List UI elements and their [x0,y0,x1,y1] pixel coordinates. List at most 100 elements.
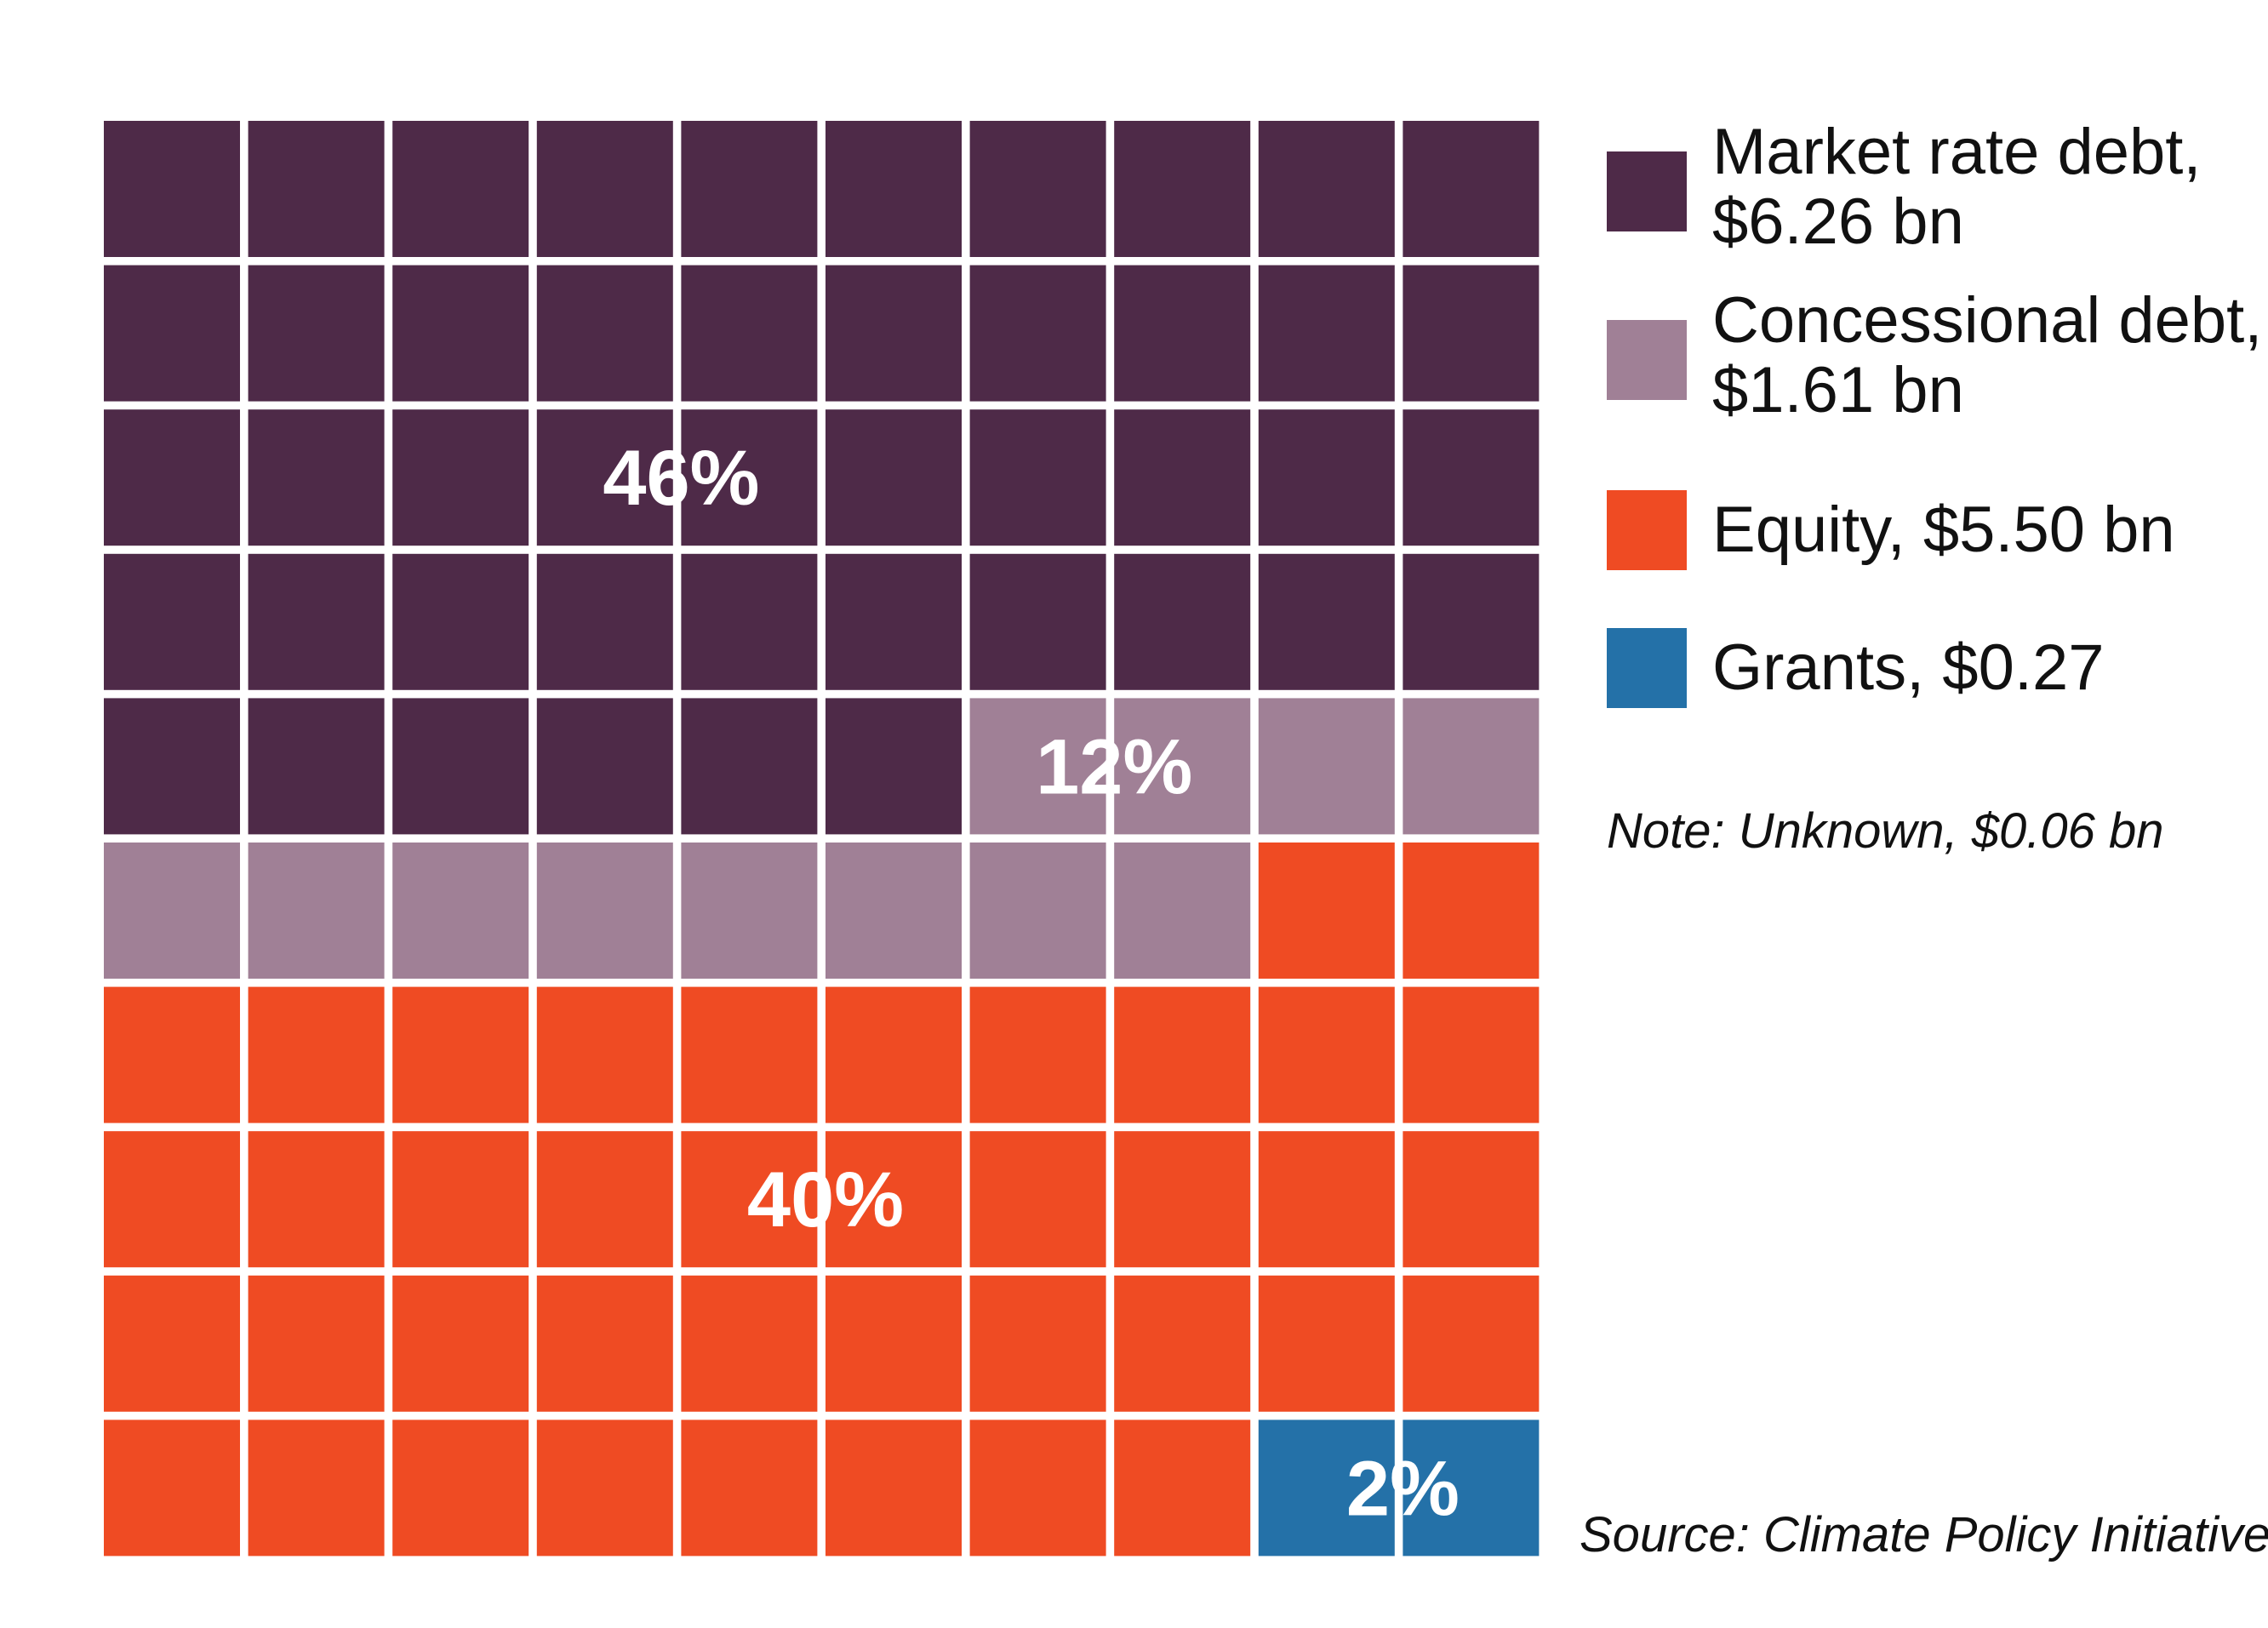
waffle-cell-market-rate-debt [1403,553,1540,690]
waffle-cell-market-rate-debt [536,409,673,546]
waffle-cell-market-rate-debt [1403,265,1540,402]
waffle-cell-equity [1258,986,1395,1123]
waffle-cell-equity [681,1131,818,1268]
legend-label-concessional-debt: Concessional debt, [1712,284,2262,357]
waffle-cell-equity [681,986,818,1123]
waffle-cell-market-rate-debt [826,553,962,690]
waffle-cell-equity [536,1275,673,1412]
waffle-cell-market-rate-debt [1403,409,1540,546]
waffle-cell-market-rate-debt [1258,265,1395,402]
waffle-cell-concessional-debt [1258,698,1395,835]
source-text: Source: Climate Policy Initiative [1580,1507,2268,1562]
waffle-cell-market-rate-debt [536,265,673,402]
legend-value-market-rate-debt: $6.26 bn [1712,186,1964,258]
waffle-cell-market-rate-debt [826,409,962,546]
waffle-cell-market-rate-debt [681,121,818,257]
waffle-cell-equity [1258,843,1395,979]
waffle-cell-equity [392,1131,529,1268]
waffle-cell-market-rate-debt [536,698,673,835]
legend-swatch-market-rate-debt [1607,151,1687,231]
legend-label-market-rate-debt: Market rate debt, [1712,116,2202,188]
waffle-cell-equity [1403,1275,1540,1412]
waffle-cell-market-rate-debt [104,698,240,835]
waffle-cell-market-rate-debt [536,121,673,257]
waffle-cell-equity [536,1420,673,1557]
waffle-cell-market-rate-debt [248,698,385,835]
waffle-cell-concessional-debt [1114,843,1251,979]
waffle-cell-market-rate-debt [826,698,962,835]
legend-value-concessional-debt: $1.61 bn [1712,354,1964,426]
waffle-cell-market-rate-debt [392,121,529,257]
waffle-cell-equity [1114,1420,1251,1557]
waffle-cell-market-rate-debt [104,553,240,690]
percent-labels: 46% 12% 40% 2% [603,435,1460,1532]
waffle-cell-equity [104,986,240,1123]
waffle-cell-market-rate-debt [248,265,385,402]
waffle-cell-equity [826,1275,962,1412]
waffle-cell-equity [1403,986,1540,1123]
waffle-cell-concessional-debt [969,698,1106,835]
waffle-cell-market-rate-debt [392,265,529,402]
waffle-cell-equity [392,1420,529,1557]
waffle-cell-equity [1114,1275,1251,1412]
waffle-cell-market-rate-debt [1114,553,1251,690]
waffle-cell-equity [104,1275,240,1412]
waffle-cell-market-rate-debt [1114,265,1251,402]
waffle-cell-equity [248,986,385,1123]
waffle-cell-market-rate-debt [1403,121,1540,257]
waffle-cell-market-rate-debt [392,553,529,690]
waffle-cell-equity [248,1131,385,1268]
waffle-cell-market-rate-debt [248,409,385,546]
waffle-cell-equity [826,986,962,1123]
waffle-cell-market-rate-debt [536,553,673,690]
waffle-cell-equity [1114,1131,1251,1268]
waffle-cell-equity [248,1275,385,1412]
waffle-cell-concessional-debt [248,843,385,979]
waffle-cell-equity [536,986,673,1123]
waffle-cell-equity [1403,1131,1540,1268]
waffle-cell-market-rate-debt [969,121,1106,257]
waffle-cell-equity [969,986,1106,1123]
waffle-cell-market-rate-debt [969,265,1106,402]
waffle-cell-market-rate-debt [826,265,962,402]
waffle-cell-market-rate-debt [681,409,818,546]
waffle-cell-market-rate-debt [681,698,818,835]
waffle-cell-equity [1258,1275,1395,1412]
waffle-cell-equity [969,1275,1106,1412]
waffle-cell-market-rate-debt [826,121,962,257]
percent-label-market-rate-debt: 46% [603,435,759,522]
waffle-cell-equity [681,1420,818,1557]
waffle-cell-equity [681,1275,818,1412]
legend-swatch-equity [1607,490,1687,570]
waffle-cell-concessional-debt [392,843,529,979]
waffle-cell-market-rate-debt [248,553,385,690]
waffle-cell-equity [392,986,529,1123]
waffle-cell-concessional-debt [1403,698,1540,835]
note-text: Note: Unknown, $0.06 bn [1607,803,2164,859]
waffle-cell-concessional-debt [969,843,1106,979]
waffle-cell-market-rate-debt [104,409,240,546]
waffle-cell-market-rate-debt [1258,553,1395,690]
legend: Market rate debt,$6.26 bn Concessional de… [1607,116,2262,708]
waffle-cells [104,121,1540,1557]
waffle-cell-market-rate-debt [104,265,240,402]
waffle-cell-market-rate-debt [969,409,1106,546]
waffle-cell-concessional-debt [536,843,673,979]
waffle-cell-market-rate-debt [681,265,818,402]
percent-label-grants: 2% [1346,1445,1460,1532]
waffle-cell-market-rate-debt [1114,409,1251,546]
waffle-cell-grants [1258,1420,1395,1557]
waffle-cell-market-rate-debt [681,553,818,690]
waffle-cell-concessional-debt [1114,698,1251,835]
waffle-cell-market-rate-debt [1114,121,1251,257]
legend-swatch-grants [1607,628,1687,708]
waffle-cell-market-rate-debt [969,553,1106,690]
waffle-cell-concessional-debt [826,843,962,979]
waffle-cell-market-rate-debt [1258,121,1395,257]
legend-label-grants: Grants, $0.27 [1712,631,2105,704]
waffle-cell-market-rate-debt [248,121,385,257]
waffle-cell-equity [104,1131,240,1268]
waffle-cell-market-rate-debt [392,409,529,546]
legend-label-equity: Equity, $5.50 bn [1712,494,2175,566]
